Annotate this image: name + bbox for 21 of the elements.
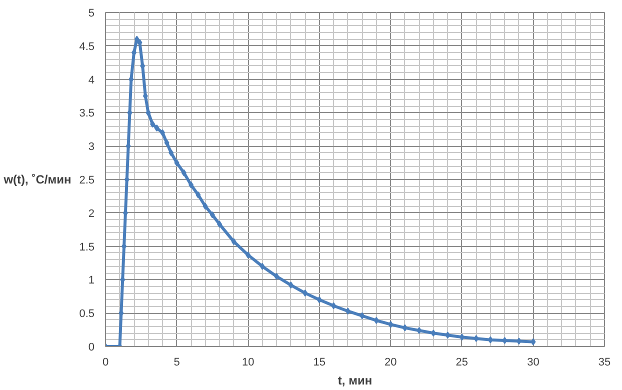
y-tick-label: 0.5	[79, 308, 95, 320]
x-tick-label: 35	[598, 356, 611, 368]
y-tick-label: 4	[88, 74, 95, 86]
y-axis-title: w(t), ˚C/мин	[2, 172, 72, 186]
y-tick-label: 1.5	[79, 241, 95, 254]
y-tick-label: 3	[88, 141, 95, 154]
y-tick-label: 2	[88, 208, 95, 220]
y-tick-label: 5	[88, 8, 95, 20]
x-tick-label: 5	[174, 356, 180, 368]
y-tick-label: 1	[88, 274, 95, 287]
y-tick-label: 2.5	[79, 174, 95, 186]
y-tick-label: 3.5	[79, 108, 95, 120]
x-tick-label: 20	[384, 356, 397, 368]
x-axis-title: t, мин	[338, 374, 372, 388]
x-tick-label: 30	[527, 356, 540, 368]
y-tick-label: 4.5	[79, 40, 95, 53]
x-tick-label: 10	[242, 356, 254, 368]
y-tick-label: 0	[88, 342, 95, 354]
x-tick-label: 15	[313, 356, 326, 368]
x-tick-label: 25	[456, 356, 468, 368]
x-tick-label: 0	[102, 356, 109, 368]
